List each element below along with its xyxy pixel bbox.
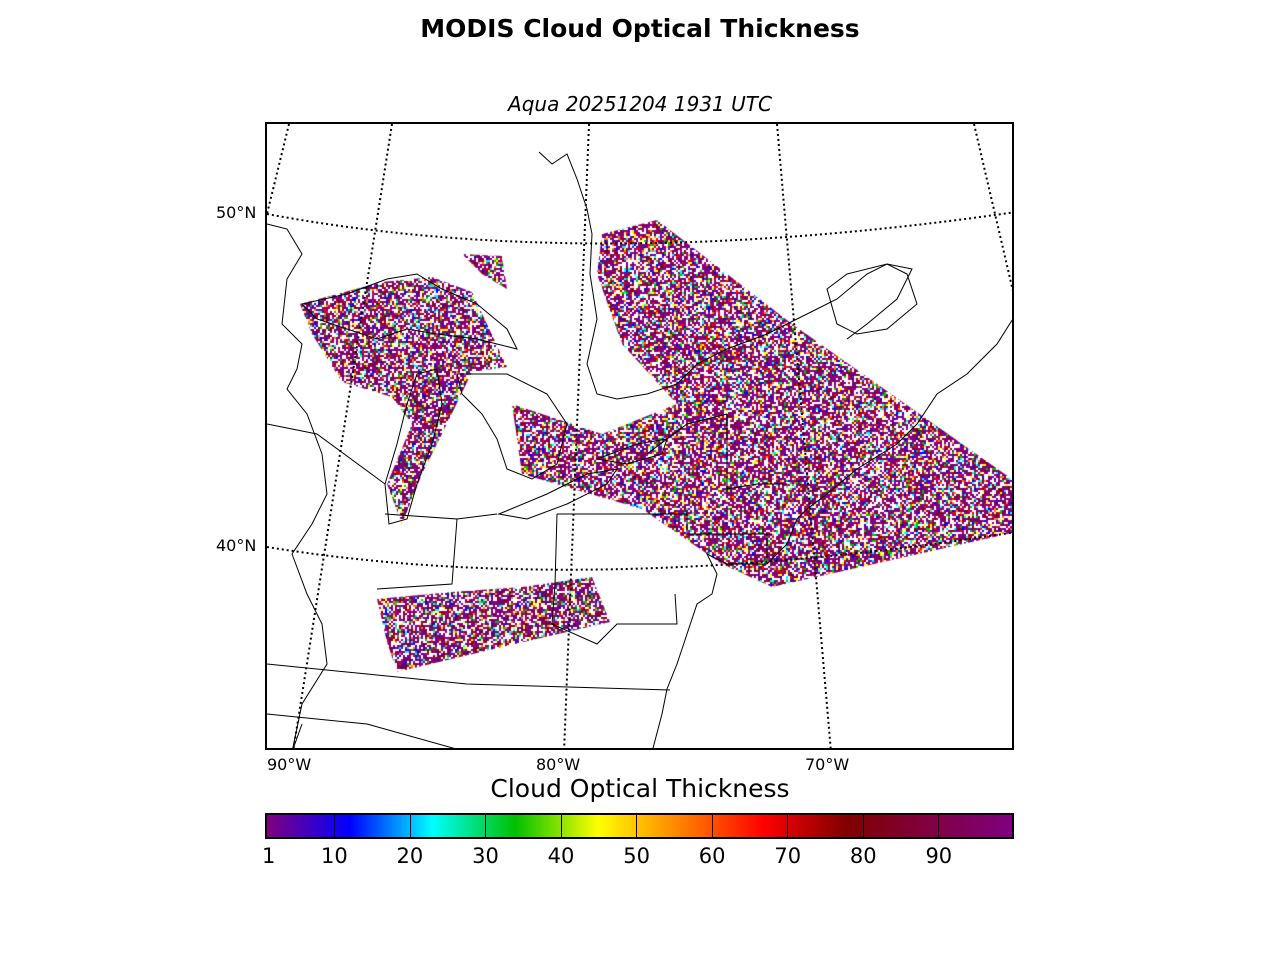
- lon-label-80w: 80°W: [536, 755, 581, 774]
- colorbar-tick-label: 10: [321, 844, 348, 868]
- lat-label-50n: 50°N: [216, 203, 257, 222]
- western-coast-lines: [267, 223, 328, 748]
- colorbar-tick-label: 40: [547, 844, 575, 868]
- gulf-of-st-lawrence: [826, 263, 918, 335]
- colorbar-tick-mark: [560, 815, 562, 837]
- coastlines-and-borders: [267, 151, 1012, 748]
- lake-michigan: [384, 368, 443, 525]
- colorbar-tick-label: 60: [698, 844, 726, 868]
- meridian-70w: [776, 124, 832, 748]
- colorbar-tick-mark: [485, 815, 487, 837]
- map-basemap: [267, 124, 1012, 748]
- colorbar: [265, 813, 1014, 839]
- meridian-60w: [973, 124, 1012, 292]
- colorbar-tick-label: 90: [925, 844, 953, 868]
- graticule: [267, 124, 1012, 748]
- colorbar-tick-label: 1: [262, 844, 276, 868]
- atlantic-coast: [652, 319, 1012, 748]
- colorbar-tick-mark: [787, 815, 789, 837]
- lon-label-90w: 90°W: [267, 755, 312, 774]
- meridian-100w: [267, 124, 290, 215]
- colorbar-tick-mark: [266, 815, 267, 837]
- colorbar-tick-label: 80: [849, 844, 877, 868]
- lon-label-70w: 70°W: [805, 755, 850, 774]
- colorbar-tick-mark: [862, 815, 864, 837]
- colorbar-tick-label: 20: [396, 844, 424, 868]
- hudson-bay-james-bay-coast: [538, 151, 913, 400]
- map-panel: [265, 122, 1014, 750]
- lake-huron: [456, 373, 568, 480]
- colorbar-tick-mark: [409, 815, 411, 837]
- state-borders: [267, 413, 787, 748]
- meridian-90w: [292, 124, 393, 748]
- map-subtitle: Aqua 20251204 1931 UTC: [508, 92, 772, 116]
- colorbar-tick-mark: [334, 815, 335, 837]
- colorbar-tick-mark: [938, 815, 940, 837]
- colorbar-tick-label: 50: [623, 844, 650, 868]
- colorbar-tick-mark: [636, 815, 638, 837]
- figure-title: MODIS Cloud Optical Thickness: [420, 14, 860, 43]
- colorbar-title: Cloud Optical Thickness: [490, 774, 790, 803]
- colorbar-tick-mark: [711, 815, 713, 837]
- colorbar-tick-label: 30: [472, 844, 499, 868]
- parallel-40n: [267, 531, 1012, 571]
- colorbar-tick-label: 70: [774, 844, 802, 868]
- lake-superior: [301, 273, 518, 350]
- lake-erie: [497, 468, 619, 520]
- lake-ontario: [595, 438, 668, 465]
- lat-label-40n: 40°N: [216, 536, 257, 555]
- meridian-80w: [563, 124, 590, 748]
- cloud-optical-thickness-raster: [267, 124, 1012, 748]
- parallel-50n: [267, 211, 1012, 245]
